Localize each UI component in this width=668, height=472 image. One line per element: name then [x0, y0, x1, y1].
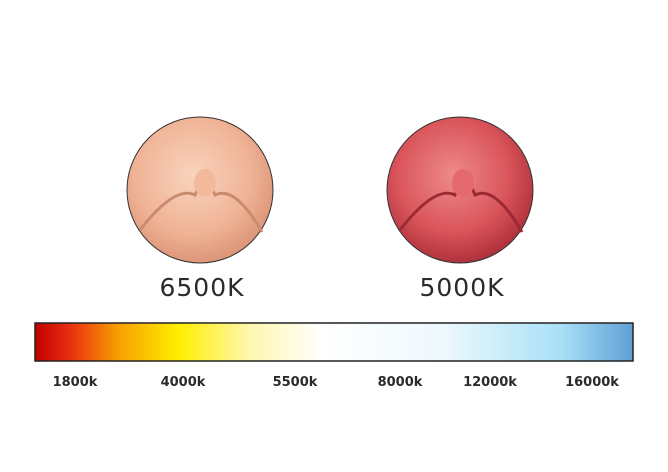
- sample-label: 6500K: [159, 273, 244, 302]
- tick-label: 16000k: [565, 375, 619, 390]
- tick-label: 8000k: [378, 375, 423, 390]
- tick-label: 4000k: [161, 375, 206, 390]
- sample-label: 5000K: [419, 273, 504, 302]
- tick-label: 5500k: [273, 375, 318, 390]
- photo-6500k: [126, 116, 274, 264]
- tick-label: 12000k: [463, 375, 517, 390]
- photo-5000k: [386, 116, 534, 264]
- tick-label: 1800k: [53, 375, 98, 390]
- tick-labels: 1800k 4000k 5500k 8000k 12000k 16000k: [53, 375, 620, 390]
- temperature-bar: [34, 322, 634, 362]
